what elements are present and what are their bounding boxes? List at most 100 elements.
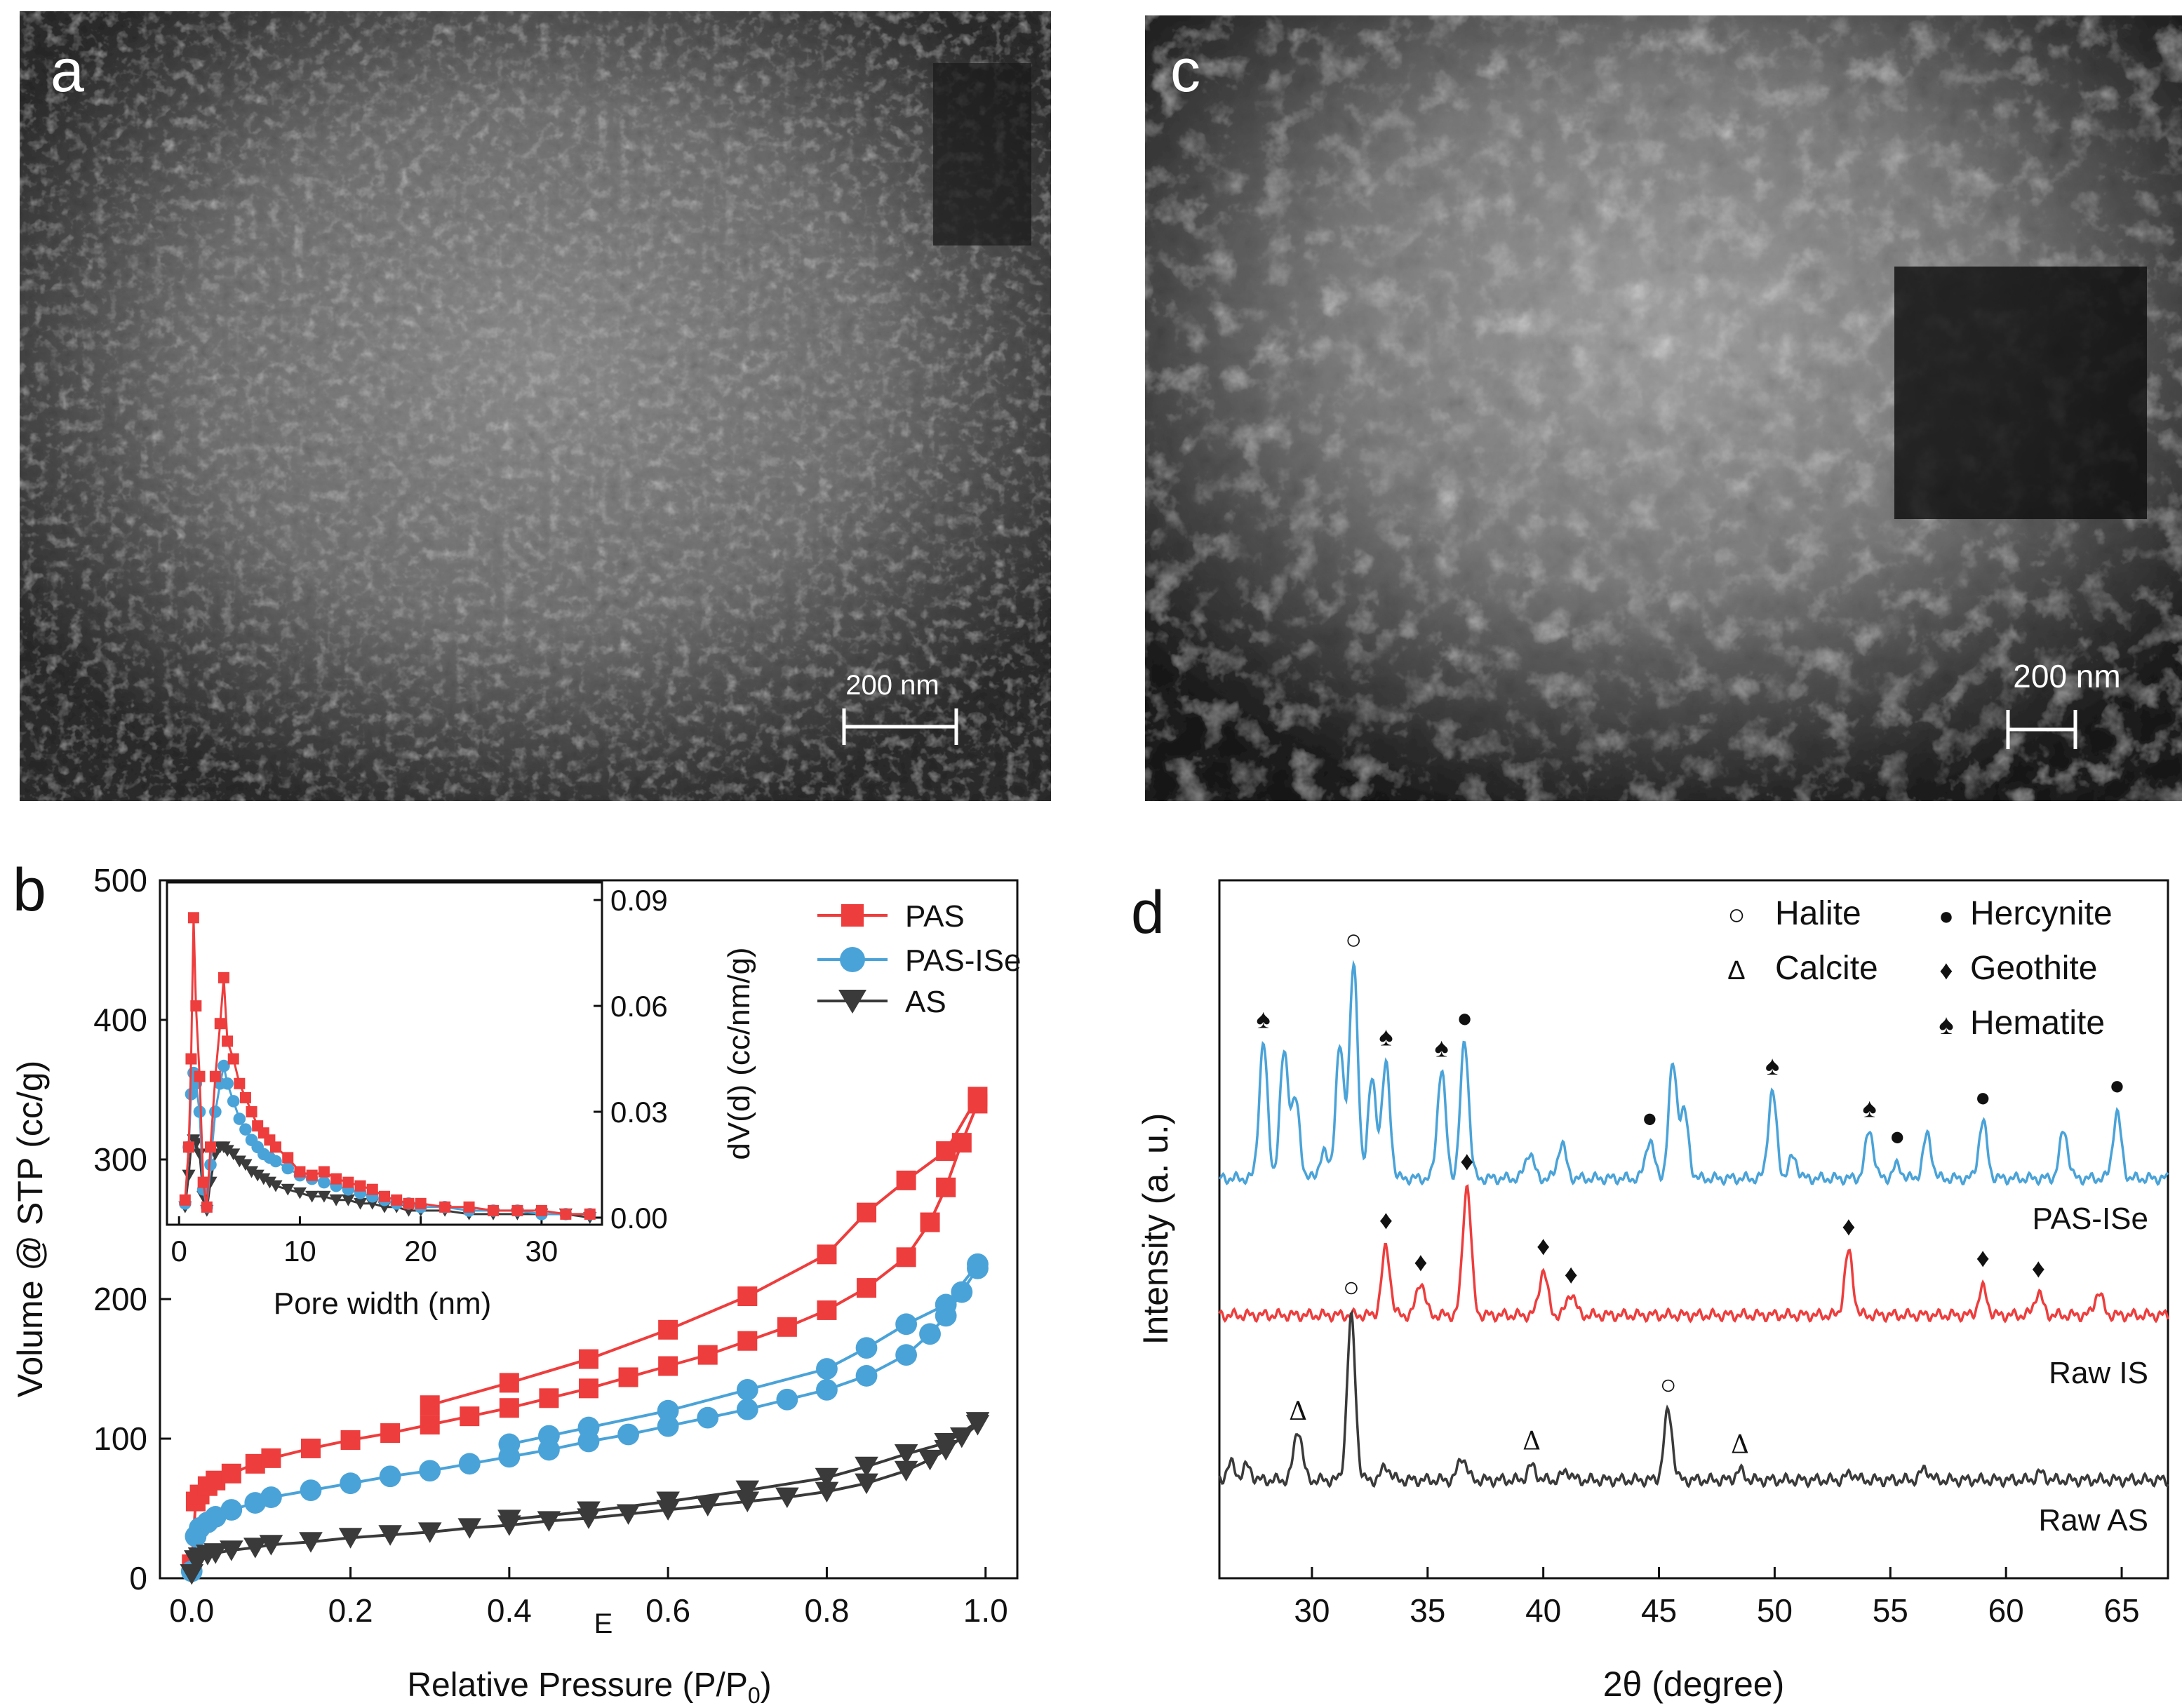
plot-frame-b xyxy=(159,879,1019,1580)
b-inset-pas-point xyxy=(535,1204,547,1216)
b-as-adsorption-point xyxy=(417,1522,442,1543)
b-inset-as-point xyxy=(293,1187,307,1199)
b-inset-as-point xyxy=(353,1197,368,1210)
b-pas-adsorption-point xyxy=(579,1378,598,1399)
b-as-adsorption-point xyxy=(949,1427,974,1448)
d-raw-is-phase-marker: ♦ xyxy=(1565,1260,1578,1290)
d-legend-label-halite: Halite xyxy=(1775,895,1861,932)
d-xtick-label: 50 xyxy=(1757,1592,1793,1629)
b-pas-desorption-point xyxy=(936,1141,956,1162)
d-raw-as-phase-marker: Δ xyxy=(1731,1430,1749,1459)
b-pas-ise-desorption-point xyxy=(855,1337,878,1359)
d-xtick-label: 45 xyxy=(1641,1592,1677,1629)
d-raw-as-phase-marker: Δ xyxy=(1522,1427,1541,1456)
b-inset-pas-ise-point xyxy=(204,1158,217,1171)
b-inset-as-point xyxy=(250,1169,265,1182)
b-inset-as-point xyxy=(257,1173,271,1185)
d-raw-is-phase-marker: ♦ xyxy=(2032,1254,2045,1284)
b-pas-adsorption-point xyxy=(499,1398,519,1418)
b-inset-xtick-label: 20 xyxy=(404,1235,437,1267)
b-as-desorption-point xyxy=(965,1412,990,1433)
scalebar-label-c: 200 nm xyxy=(2013,658,2120,694)
b-pas-adsorption-point xyxy=(817,1300,837,1320)
b-as-adsorption-point xyxy=(894,1460,918,1482)
b-inset-pas-point xyxy=(227,1053,239,1065)
b-pas-adsorption-point xyxy=(697,1345,718,1365)
b-pas-ise-adsorption-point xyxy=(220,1499,243,1521)
panel-d: d 30 35 40 45 50 55 60 65 ♠○♠ ♠●●♠♠●● ●♦♦♦♦♦♦♦ ♦Δ○… xyxy=(1131,879,2169,1704)
b-ytick-label: 100 xyxy=(93,1420,147,1457)
b-inset-pas-point xyxy=(179,1194,191,1206)
d-legend-label-calcite: Calcite xyxy=(1775,950,1878,987)
b-pas-ise-adsorption-point xyxy=(736,1398,758,1420)
b-pas-ise-adsorption-point xyxy=(340,1472,361,1495)
b-pas-ise-adsorption-point xyxy=(697,1406,719,1429)
b-inset-pas-point xyxy=(194,1070,206,1082)
b-inset-pas-point xyxy=(330,1173,342,1185)
b-as-adsorption-line xyxy=(190,1423,979,1575)
b-inset-xlabel: Pore width (nm) xyxy=(274,1286,492,1321)
b-series-group xyxy=(180,1087,990,1585)
d-raw-as-pattern xyxy=(1218,1310,2169,1489)
b-inset-pas-ise-point xyxy=(239,1123,252,1136)
d-legend-item-hematite: ♠ Hematite xyxy=(1939,1004,2105,1042)
b-pas-adsorption-point xyxy=(737,1331,758,1351)
b-inset-xtick-label: 0 xyxy=(171,1235,187,1267)
plot-frame-d xyxy=(1218,879,2169,1580)
b-as-desorption-point xyxy=(577,1501,601,1522)
b-inset-pas-point xyxy=(354,1180,366,1192)
b-as-desorption-point xyxy=(735,1480,760,1502)
b-legend-marker-pas-ise xyxy=(840,947,865,972)
b-pas-desorption-point xyxy=(420,1395,440,1416)
d-raw-is-phase-marker: ♦ xyxy=(1460,1147,1473,1176)
b-as-adsorption-point xyxy=(180,1564,204,1585)
b-inset-as-point xyxy=(262,1176,276,1189)
b-pas-adsorption-point xyxy=(380,1423,401,1444)
d-pas-ise-phase-marker: ● xyxy=(1457,1004,1473,1033)
b-inset-ytick-label: 0.00 xyxy=(610,1202,668,1235)
b-xtick-label: 1.0 xyxy=(963,1592,1008,1629)
panel-label-a: a xyxy=(51,37,84,105)
b-inset-ticks: 0 10 20 30 0.00 0.03 0.06 0.09 xyxy=(171,884,668,1267)
b-inset-pas-point xyxy=(209,1070,221,1082)
d-xtick-label: 60 xyxy=(1988,1592,2024,1629)
b-as-desorption-point xyxy=(815,1467,839,1489)
b-pas-adsorption-point xyxy=(300,1438,321,1458)
b-inset-pas-point xyxy=(217,971,229,983)
b-ytick-label: 500 xyxy=(93,862,147,899)
d-pas-ise-phase-marker: ♠ xyxy=(1765,1051,1779,1081)
b-pas-ise-adsorption-point xyxy=(379,1465,401,1488)
b-inset-pas-ise-point xyxy=(193,1105,206,1118)
d-xtick-label: 55 xyxy=(1873,1592,1908,1629)
b-inset-pas-point xyxy=(214,1018,226,1030)
b-ytick-label: 0 xyxy=(129,1560,147,1596)
b-xtick-label: 0.4 xyxy=(487,1592,532,1629)
b-inset-pas-point xyxy=(366,1183,378,1195)
b-ytick-label: 400 xyxy=(93,1002,147,1038)
b-ytick-label: 300 xyxy=(93,1141,147,1178)
b-pas-adsorption-point xyxy=(221,1463,241,1484)
b-inset-pas-point xyxy=(187,912,199,924)
d-legend-label-hercynite: Hercynite xyxy=(1970,895,2113,932)
b-inset-as-point xyxy=(182,1169,196,1182)
b-pas-ise-adsorption-point xyxy=(419,1460,441,1482)
b-pas-ise-desorption-point xyxy=(577,1416,600,1439)
b-pas-desorption-point xyxy=(896,1170,916,1190)
b-inset-pas-point xyxy=(463,1201,475,1213)
d-pas-ise-phase-marker: ♠ xyxy=(1379,1022,1393,1051)
b-legend-label-pas: PAS xyxy=(905,899,965,934)
b-inset-pas-point xyxy=(439,1201,451,1213)
panel-label-d: d xyxy=(1131,879,1165,946)
d-raw-is-phase-marker: ♦ xyxy=(1537,1232,1550,1261)
b-inset-pas-point xyxy=(403,1197,415,1209)
d-raw-is-phase-marker: ♦ xyxy=(1842,1212,1855,1242)
d-legend-item-geothite: ♦ Geothite xyxy=(1939,950,2097,987)
b-pas-ise-desorption-point xyxy=(657,1399,679,1422)
b-as-adsorption-point xyxy=(299,1532,323,1553)
d-legend-symbol-calcite: Δ xyxy=(1727,956,1745,986)
b-pas-adsorption-point xyxy=(857,1278,877,1298)
b-legend: PAS PAS-ISe AS xyxy=(817,899,1021,1019)
b-pas-adsorption-point xyxy=(936,1177,956,1197)
